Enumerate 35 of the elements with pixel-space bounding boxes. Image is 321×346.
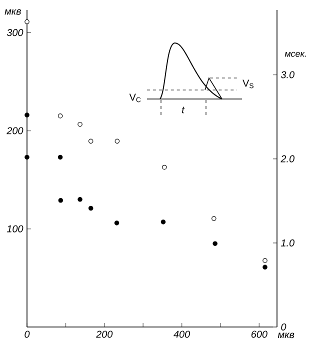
x-axis-title: мкв (278, 332, 294, 338)
point (114, 138, 120, 144)
point (262, 258, 268, 263)
x-tick-label: 600 (251, 330, 268, 338)
y2-tick-label: 3.0 (280, 71, 294, 78)
point (162, 164, 167, 170)
point (58, 114, 63, 118)
point (160, 220, 166, 224)
point (88, 138, 94, 144)
x-tick-label: 0 (24, 330, 30, 338)
x-tick-label: 400 (174, 330, 190, 338)
y2-tick-label: 0 (281, 323, 286, 331)
point (78, 122, 82, 127)
point (24, 112, 30, 118)
point (58, 154, 63, 160)
point (262, 264, 268, 270)
y2-axis-title: мсек. (284, 52, 306, 57)
point (212, 241, 218, 246)
x-tick-label: 200 (96, 330, 113, 338)
y-tick-label: 200 (6, 127, 24, 134)
annotation: t (182, 106, 185, 114)
y2-tick-label: 1.0 (280, 239, 294, 246)
y2-tick-label: 2.0 (280, 155, 294, 162)
y-tick-label: 100 (6, 225, 24, 232)
point (88, 206, 94, 211)
point (58, 198, 64, 203)
annotation: V$_{S}$ (242, 80, 254, 88)
point (212, 216, 216, 221)
y-tick-label: 300 (6, 29, 24, 36)
point (114, 220, 120, 226)
point (24, 154, 30, 160)
point (24, 19, 30, 24)
y-axis-title: мкв (4, 9, 21, 15)
point (78, 197, 82, 202)
annotation: V$_{C}$ (129, 94, 141, 102)
